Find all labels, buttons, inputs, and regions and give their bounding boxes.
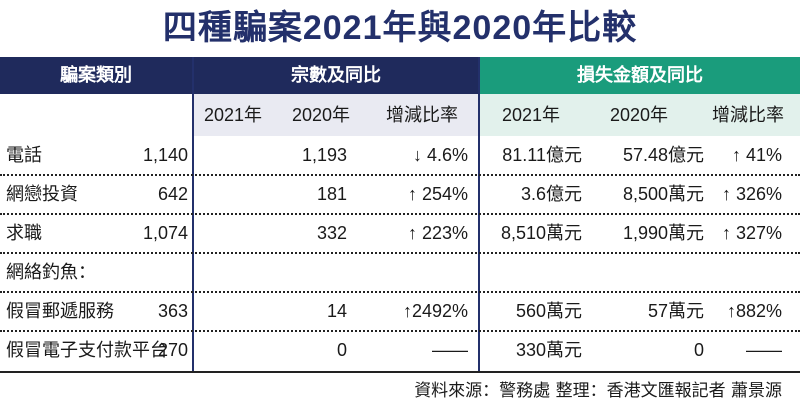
subheader-cases-2021: 2021年 <box>204 105 263 125</box>
cases-2021: 270 <box>157 340 188 360</box>
header-category: 騙案類別 <box>0 57 192 94</box>
subheader-loss-change: 增減比率 <box>712 105 784 125</box>
loss-2020: 1,990萬元 <box>622 223 704 243</box>
header-loss: 損失金額及同比 <box>480 57 800 94</box>
subheader-cases-change: 增減比率 <box>386 105 458 125</box>
subheader-cases-2020: 2020年 <box>292 105 351 125</box>
cases-change: —— <box>432 340 468 360</box>
cases-2021: 642 <box>157 184 188 204</box>
table-row-phishing-group: 網絡釣魚： <box>0 254 800 291</box>
cases-change: ↓ 4.6% <box>412 145 468 165</box>
row-label: 電話 <box>6 145 42 165</box>
loss-2020: 0 <box>693 340 704 360</box>
loss-change: ↑ 327% <box>721 223 782 243</box>
loss-2021: 3.6億元 <box>520 184 582 204</box>
row-divider <box>0 213 800 215</box>
row-label: 求職 <box>6 223 42 243</box>
source-note: 資料來源：警務處 整理：香港文匯報記者 蕭景源 <box>414 381 782 401</box>
loss-2020: 57萬元 <box>647 301 704 321</box>
row-divider <box>0 174 800 176</box>
row-divider <box>0 330 800 332</box>
cases-2020: 1,193 <box>301 145 347 165</box>
table-row-fake-payment: 假冒電子支付款平台 270 0 —— 330萬元 0 —— <box>0 332 800 369</box>
cases-change: ↑ 223% <box>407 223 468 243</box>
subheader-cases: 2021年 2020年 增減比率 <box>194 94 478 136</box>
row-divider <box>0 291 800 293</box>
loss-2020: 57.48億元 <box>622 145 704 165</box>
header-cases: 宗數及同比 <box>194 57 478 94</box>
cases-change: ↑2492% <box>402 301 468 321</box>
cases-2020: 181 <box>316 184 347 204</box>
subheader-loss-2020: 2020年 <box>610 105 669 125</box>
table-row-job: 求職 1,074 332 ↑ 223% 8,510萬元 1,990萬元 ↑ 32… <box>0 215 800 252</box>
row-label: 假冒郵遞服務 <box>6 301 114 321</box>
cases-2020: 332 <box>316 223 347 243</box>
page-title: 四種騙案2021年與2020年比較 <box>162 9 638 47</box>
table-bottom-rule <box>0 371 800 373</box>
cases-2020: 14 <box>326 301 347 321</box>
column-divider-2 <box>478 57 480 373</box>
row-label: 網戀投資 <box>6 184 78 204</box>
table-row-romance-investment: 網戀投資 642 181 ↑ 254% 3.6億元 8,500萬元 ↑ 326% <box>0 176 800 213</box>
loss-2021: 330萬元 <box>515 340 582 360</box>
subheader-loss: 2021年 2020年 增減比率 <box>480 94 800 136</box>
loss-2020: 8,500萬元 <box>622 184 704 204</box>
table-row-phone: 電話 1,140 1,193 ↓ 4.6% 81.11億元 57.48億元 ↑ … <box>0 137 800 174</box>
cases-change: ↑ 254% <box>407 184 468 204</box>
loss-change: ↑ 326% <box>721 184 782 204</box>
loss-2021: 560萬元 <box>515 301 582 321</box>
cases-2020: 0 <box>336 340 347 360</box>
row-divider <box>0 252 800 254</box>
subheader-loss-2021: 2021年 <box>502 105 561 125</box>
loss-2021: 81.11億元 <box>502 145 582 165</box>
cases-2021: 363 <box>157 301 188 321</box>
loss-change: ↑882% <box>726 301 782 321</box>
table-row-fake-courier: 假冒郵遞服務 363 14 ↑2492% 560萬元 57萬元 ↑882% <box>0 293 800 330</box>
row-label: 網絡釣魚： <box>6 262 96 282</box>
loss-change: ↑ 41% <box>731 145 782 165</box>
cases-2021: 1,074 <box>142 223 188 243</box>
row-label: 假冒電子支付款平台 <box>6 340 168 360</box>
loss-2021: 8,510萬元 <box>500 223 582 243</box>
cases-2021: 1,140 <box>142 145 188 165</box>
column-divider-1 <box>192 57 194 373</box>
loss-change: —— <box>746 340 782 360</box>
